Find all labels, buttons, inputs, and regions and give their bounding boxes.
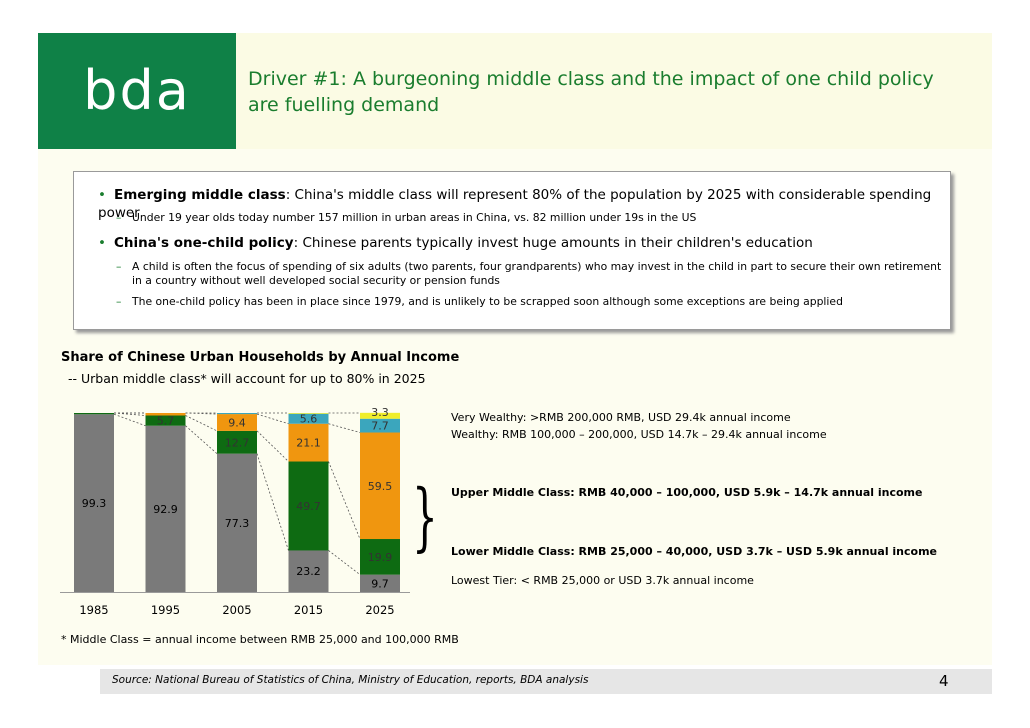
bda-logo: bda <box>38 33 236 149</box>
data-label: 92.9 <box>153 503 178 516</box>
bar-segment <box>288 413 329 414</box>
sub-bullet-text: Under 19 year olds today number 157 mill… <box>132 211 697 224</box>
data-label: 59.5 <box>368 480 393 493</box>
bar-segment <box>288 413 329 424</box>
data-label: 49.7 <box>296 500 321 513</box>
title-line-1: Driver #1: A burgeoning middle class and… <box>248 68 934 90</box>
data-label: 19.9 <box>368 551 393 564</box>
bar-segment <box>360 432 400 540</box>
page-title: Driver #1: A burgeoning middle class and… <box>248 66 968 118</box>
connector-line <box>328 550 361 575</box>
data-label: 7.7 <box>371 420 389 433</box>
data-label: 5.7 <box>157 415 175 428</box>
data-label: 3.3 <box>371 406 389 419</box>
legend-very-wealthy: Very Wealthy: >RMB 200,000 RMB, USD 29.4… <box>451 411 791 424</box>
chart-subtitle: -- Urban middle class* will account for … <box>68 371 426 386</box>
data-label: 9.7 <box>371 577 389 590</box>
chart-title: Share of Chinese Urban Households by Ann… <box>61 350 460 365</box>
title-line-2: are fuelling demand <box>248 94 440 116</box>
legend-upper-middle: Upper Middle Class: RMB 40,000 – 100,000… <box>451 486 923 499</box>
sub-bullet: – The one-child policy has been in place … <box>116 295 936 309</box>
connector-line <box>256 413 289 425</box>
data-label: 12.7 <box>225 436 250 449</box>
sub-bullet: – Under 19 year olds today number 157 mil… <box>116 211 936 225</box>
logo-text: bda <box>83 59 191 122</box>
sub-bullet-text: The one-child policy has been in place s… <box>132 295 843 308</box>
connector-line <box>328 423 361 433</box>
data-label: 21.1 <box>296 437 321 450</box>
data-label: 23.2 <box>296 565 321 578</box>
dash-icon: – <box>116 260 122 273</box>
key-points-box: • Emerging middle class: China's middle c… <box>73 171 951 330</box>
x-tick-label: 2025 <box>365 603 394 617</box>
connector-line <box>328 461 361 540</box>
bar-segment <box>288 423 329 462</box>
bullet-one-child-policy: • China's one-child policy: Chinese paren… <box>98 234 813 252</box>
bar-segment <box>288 550 329 592</box>
connector-line <box>113 412 146 416</box>
bullet-heading: Emerging middle class <box>114 187 286 203</box>
bar-segment <box>145 415 186 426</box>
connector-line <box>185 425 218 454</box>
bar-segment <box>360 574 400 592</box>
bar-segment <box>74 414 114 592</box>
legend-lower-middle: Lower Middle Class: RMB 25,000 – 40,000,… <box>451 545 938 558</box>
bar-segment <box>145 413 186 416</box>
sub-bullet-text: A child is often the focus of spending o… <box>132 260 942 287</box>
bar-segment <box>360 418 400 433</box>
bullet-icon: • <box>98 235 106 251</box>
bullet-emerging-middle-class: • Emerging middle class: China's middle c… <box>98 186 950 222</box>
bar-segment <box>360 412 400 419</box>
legend-lowest: Lowest Tier: < RMB 25,000 or USD 3.7k an… <box>451 574 754 587</box>
bar-segment <box>217 414 257 431</box>
x-tick-label: 2005 <box>222 603 251 617</box>
connector-line <box>185 415 218 432</box>
middle-class-brace: } <box>412 474 438 560</box>
page-number: 4 <box>939 672 949 690</box>
bullet-icon: • <box>98 187 106 203</box>
connector-line <box>256 430 289 462</box>
connector-line <box>113 413 146 427</box>
bar-segment <box>360 539 400 575</box>
connector-line <box>256 453 289 551</box>
bullet-text: : China's middle class will represent 80… <box>98 187 932 221</box>
bar-segment <box>145 425 186 592</box>
x-tick-label: 1995 <box>151 603 180 617</box>
data-label: 9.4 <box>228 416 246 429</box>
bar-segment <box>74 413 114 415</box>
x-tick-label: 1985 <box>79 603 108 617</box>
data-label: 77.3 <box>225 517 250 530</box>
bar-segment <box>288 461 329 551</box>
dash-icon: – <box>116 295 122 308</box>
legend-wealthy: Wealthy: RMB 100,000 – 200,000, USD 14.7… <box>451 428 827 441</box>
footer-bar: Source: National Bureau of Statistics of… <box>100 669 992 694</box>
footnote: * Middle Class = annual income between R… <box>61 633 459 646</box>
data-label: 99.3 <box>82 497 107 510</box>
data-label: 5.6 <box>300 413 318 426</box>
x-tick-label: 2015 <box>294 603 323 617</box>
dash-icon: – <box>116 211 122 224</box>
bullet-heading: China's one-child policy <box>114 235 294 251</box>
source-text: Source: National Bureau of Statistics of… <box>112 674 589 686</box>
bar-segment <box>217 413 257 415</box>
bar-segment <box>217 430 257 454</box>
sub-bullet: – A child is often the focus of spending … <box>116 260 944 288</box>
bar-segment <box>217 453 257 592</box>
bullet-text: : Chinese parents typically invest huge … <box>293 235 813 251</box>
